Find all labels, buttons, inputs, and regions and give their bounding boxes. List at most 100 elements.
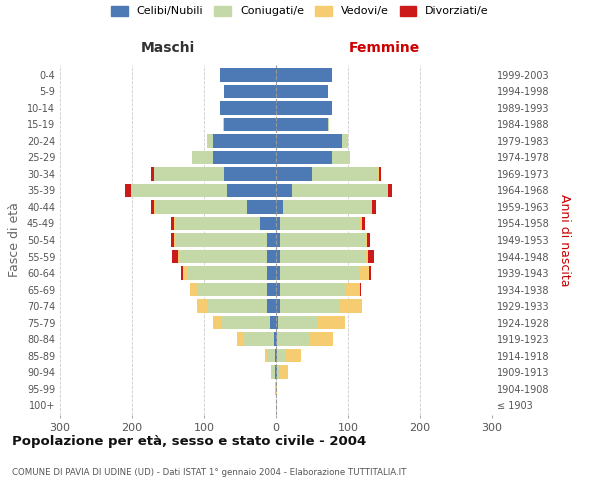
- Bar: [192, 150, 193, 164]
- Bar: [280, 266, 360, 280]
- Bar: [131, 184, 132, 197]
- Bar: [368, 250, 374, 264]
- Bar: [286, 349, 301, 362]
- Bar: [237, 332, 244, 346]
- Bar: [179, 250, 268, 264]
- Bar: [190, 283, 197, 296]
- Bar: [187, 266, 268, 280]
- Bar: [276, 184, 292, 197]
- Bar: [342, 134, 348, 147]
- Bar: [265, 349, 268, 362]
- Bar: [221, 316, 270, 330]
- Bar: [283, 200, 371, 214]
- Bar: [276, 68, 332, 82]
- Bar: [318, 316, 345, 330]
- Bar: [328, 118, 329, 131]
- Bar: [183, 266, 187, 280]
- Bar: [371, 200, 373, 214]
- Bar: [280, 366, 287, 379]
- Bar: [276, 167, 312, 180]
- Text: Maschi: Maschi: [141, 41, 195, 55]
- Bar: [276, 316, 278, 330]
- Bar: [276, 332, 277, 346]
- Text: COMUNE DI PAVIA DI UDINE (UD) - Dati ISTAT 1° gennaio 2004 - Elaborazione TUTTIT: COMUNE DI PAVIA DI UDINE (UD) - Dati IST…: [12, 468, 406, 477]
- Bar: [310, 332, 333, 346]
- Bar: [276, 150, 332, 164]
- Bar: [132, 184, 227, 197]
- Bar: [276, 366, 277, 379]
- Bar: [388, 184, 392, 197]
- Bar: [193, 150, 212, 164]
- Bar: [151, 167, 154, 180]
- Bar: [154, 167, 224, 180]
- Bar: [346, 283, 360, 296]
- Bar: [197, 300, 207, 313]
- Bar: [220, 68, 276, 82]
- Bar: [338, 300, 362, 313]
- Bar: [276, 300, 280, 313]
- Bar: [275, 382, 276, 396]
- Bar: [181, 266, 183, 280]
- Bar: [276, 283, 280, 296]
- Bar: [175, 216, 260, 230]
- Bar: [276, 134, 342, 147]
- Bar: [270, 316, 276, 330]
- Bar: [247, 200, 276, 214]
- Bar: [275, 366, 276, 379]
- Bar: [276, 382, 277, 396]
- Bar: [360, 283, 361, 296]
- Bar: [260, 216, 276, 230]
- Bar: [276, 233, 280, 247]
- Bar: [276, 216, 280, 230]
- Bar: [365, 233, 367, 247]
- Bar: [292, 184, 387, 197]
- Bar: [360, 266, 369, 280]
- Bar: [274, 332, 276, 346]
- Bar: [277, 366, 280, 379]
- Bar: [280, 216, 360, 230]
- Bar: [280, 283, 346, 296]
- Bar: [178, 250, 179, 264]
- Bar: [276, 250, 280, 264]
- Bar: [379, 167, 381, 180]
- Bar: [276, 101, 332, 114]
- Bar: [244, 332, 274, 346]
- Bar: [268, 283, 276, 296]
- Bar: [275, 349, 276, 362]
- Text: Femmine: Femmine: [349, 41, 419, 55]
- Bar: [365, 250, 368, 264]
- Bar: [332, 150, 350, 164]
- Bar: [172, 250, 178, 264]
- Bar: [212, 150, 276, 164]
- Bar: [272, 366, 275, 379]
- Bar: [224, 84, 276, 98]
- Bar: [208, 134, 214, 147]
- Bar: [175, 233, 268, 247]
- Bar: [268, 349, 275, 362]
- Bar: [278, 316, 318, 330]
- Bar: [171, 216, 175, 230]
- Bar: [378, 167, 379, 180]
- Bar: [197, 283, 268, 296]
- Bar: [223, 118, 224, 131]
- Bar: [276, 118, 328, 131]
- Bar: [125, 184, 131, 197]
- Bar: [362, 216, 365, 230]
- Bar: [367, 233, 370, 247]
- Bar: [280, 250, 365, 264]
- Bar: [207, 300, 266, 313]
- Bar: [220, 101, 276, 114]
- Bar: [266, 300, 276, 313]
- Bar: [268, 250, 276, 264]
- Bar: [224, 167, 276, 180]
- Bar: [212, 316, 221, 330]
- Bar: [369, 266, 371, 280]
- Bar: [276, 200, 283, 214]
- Bar: [280, 300, 338, 313]
- Bar: [387, 184, 388, 197]
- Bar: [151, 200, 154, 214]
- Bar: [373, 200, 376, 214]
- Y-axis label: Anni di nascita: Anni di nascita: [558, 194, 571, 286]
- Legend: Celibi/Nubili, Coniugati/e, Vedovi/e, Divorziati/e: Celibi/Nubili, Coniugati/e, Vedovi/e, Di…: [111, 6, 489, 16]
- Bar: [227, 184, 276, 197]
